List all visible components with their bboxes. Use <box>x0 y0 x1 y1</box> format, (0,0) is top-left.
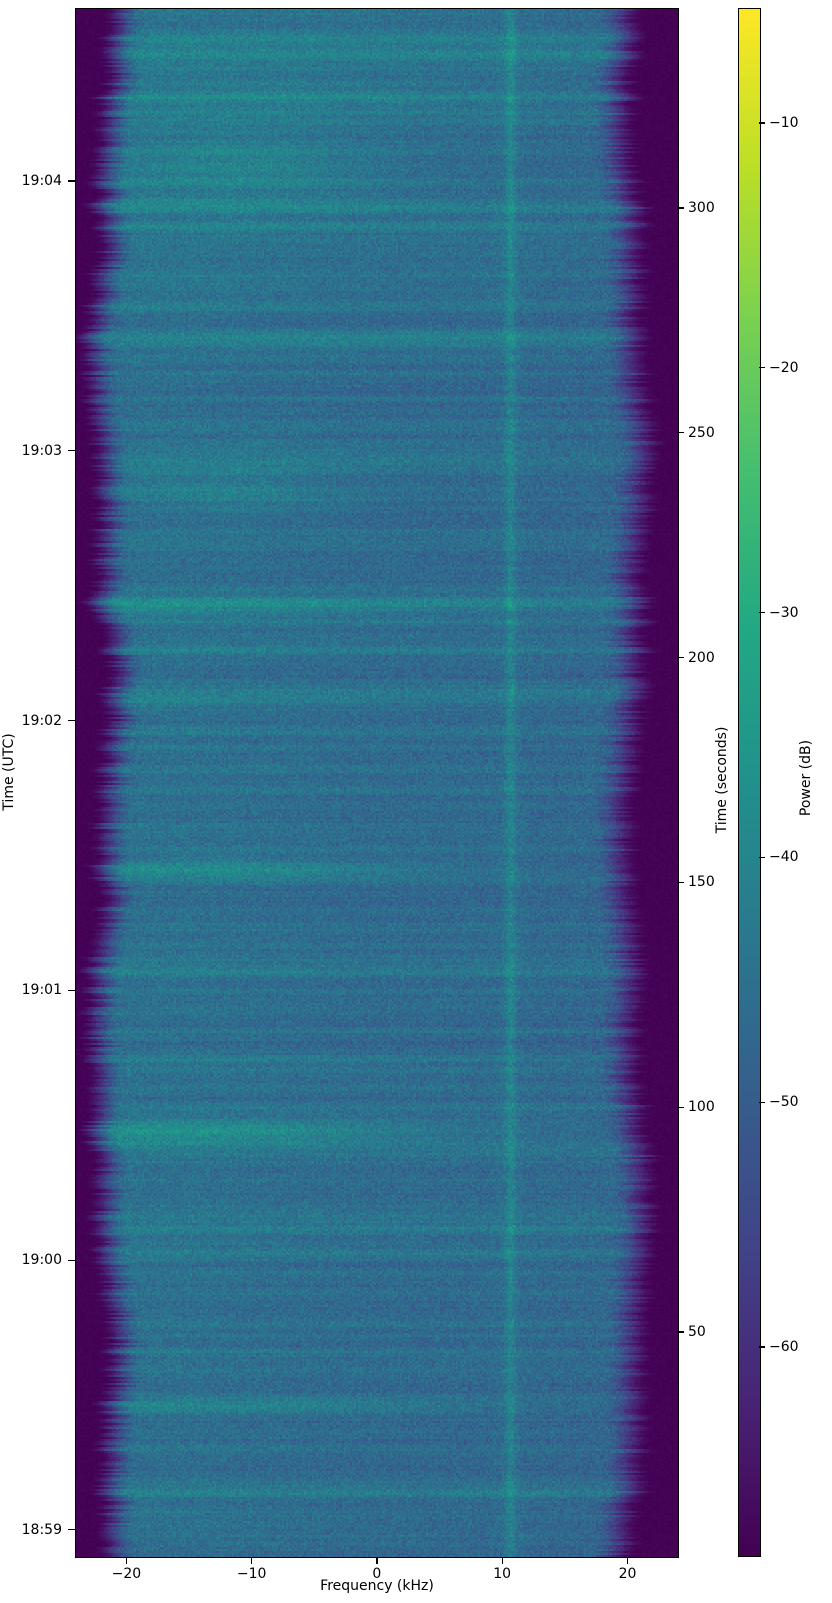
utc-tick-19:04-mark <box>68 180 75 182</box>
seconds-tick-150-mark <box>677 881 684 884</box>
spectrogram-image <box>76 9 678 1557</box>
utc-tick-19:01-mark <box>68 989 75 991</box>
y-axis-right-label: Time (seconds) <box>714 726 730 834</box>
seconds-tick-150-label: 150 <box>688 874 715 891</box>
freq-tick--20-label: −20 <box>111 1566 142 1582</box>
utc-tick-19:01-label: 19:01 <box>21 982 62 999</box>
power-tick--40-mark <box>759 856 765 859</box>
freq-tick-0-mark <box>376 1557 378 1564</box>
seconds-tick-200-label: 200 <box>688 649 715 666</box>
seconds-tick-50-mark <box>677 1331 684 1333</box>
power-tick--20-label: −20 <box>769 359 799 376</box>
freq-tick--20-mark <box>125 1557 128 1564</box>
utc-tick-19:03-label: 19:03 <box>21 442 62 459</box>
freq-tick--10-label: −10 <box>236 1566 267 1582</box>
freq-tick-20-mark <box>626 1557 629 1564</box>
seconds-tick-300-label: 300 <box>688 200 715 216</box>
power-tick--60-mark <box>759 1346 765 1348</box>
colorbar <box>738 8 761 1557</box>
colorbar-gradient <box>739 9 760 1556</box>
power-tick--30-label: −30 <box>769 604 799 621</box>
utc-tick-19:03-mark <box>68 450 75 452</box>
power-tick--50-label: −50 <box>769 1094 799 1111</box>
seconds-tick-250-label: 250 <box>688 424 715 441</box>
power-tick--20-mark <box>759 367 765 369</box>
utc-tick-18:59-label: 18:59 <box>21 1521 62 1538</box>
freq-tick-0-label: 0 <box>372 1566 382 1582</box>
seconds-tick-100-label: 100 <box>688 1099 715 1116</box>
seconds-tick-250-mark <box>677 432 684 434</box>
utc-tick-19:02-label: 19:02 <box>21 712 62 729</box>
seconds-tick-300-mark <box>677 207 684 209</box>
freq-tick--10-mark <box>251 1557 253 1564</box>
power-tick--50-mark <box>759 1101 765 1103</box>
power-tick--60-label: −60 <box>769 1338 799 1355</box>
seconds-tick-50-label: 50 <box>688 1324 706 1340</box>
power-tick--30-mark <box>759 612 765 614</box>
freq-tick-20-label: 20 <box>618 1566 637 1582</box>
utc-tick-19:02-mark <box>68 719 75 722</box>
seconds-tick-100-mark <box>677 1106 684 1108</box>
seconds-tick-200-mark <box>677 657 684 659</box>
freq-tick-10-mark <box>501 1557 503 1564</box>
power-tick--10-label: −10 <box>769 115 799 131</box>
spectrogram-plot-area <box>75 8 679 1558</box>
power-tick--40-label: −40 <box>769 849 799 866</box>
y-axis-left-label: Time (UTC) <box>1 733 17 811</box>
x-axis-label: Frequency (kHz) <box>320 1578 434 1594</box>
utc-tick-19:00-mark <box>68 1259 75 1261</box>
utc-tick-18:59-mark <box>68 1529 75 1531</box>
freq-tick-10-label: 10 <box>493 1566 512 1582</box>
power-tick--10-mark <box>759 122 765 124</box>
utc-tick-19:00-label: 19:00 <box>21 1252 62 1269</box>
colorbar-label: Power (dB) <box>798 739 814 817</box>
utc-tick-19:04-label: 19:04 <box>21 173 62 189</box>
